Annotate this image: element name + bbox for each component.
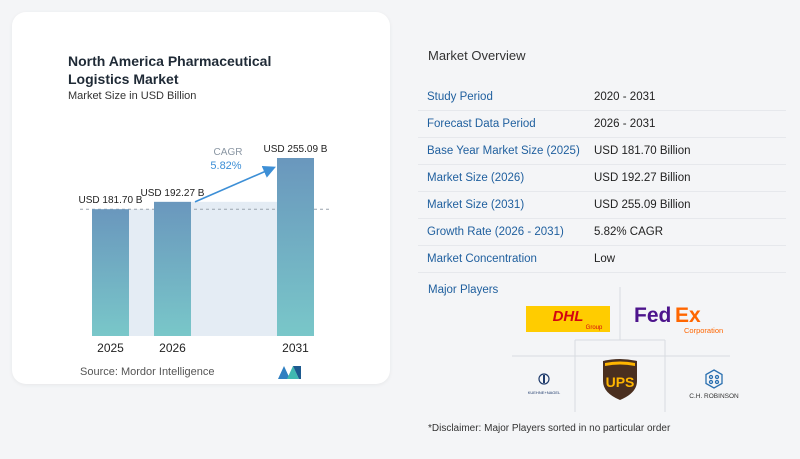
overview-row: Growth Rate (2026 - 2031) 5.82% CAGR xyxy=(418,219,786,246)
bar-value-label: USD 181.70 B xyxy=(79,195,143,206)
bar-chart: USD 181.70 B 2025 USD 192.27 B 2026 USD 255.… xyxy=(79,144,330,355)
overview-row-value: 5.82% CAGR xyxy=(594,226,664,238)
bar-2031 xyxy=(277,158,314,336)
overview-row: Study Period 2020 - 2031 xyxy=(418,84,786,111)
source-label: Source: xyxy=(80,366,118,378)
overview-row-value: USD 192.27 Billion xyxy=(594,172,691,184)
x-tick-label: 2026 xyxy=(159,341,186,355)
overview-row-label: Growth Rate (2026 - 2031) xyxy=(427,226,564,238)
svg-text:C.H. ROBINSON: C.H. ROBINSON xyxy=(689,393,739,400)
overview-row: Base Year Market Size (2025) USD 181.70 B… xyxy=(418,138,786,165)
players-grid-lines xyxy=(512,287,730,412)
overview-row-label: Market Size (2031) xyxy=(427,199,525,211)
overview-row-label: Market Concentration xyxy=(427,253,537,265)
chart-title: North America Pharmaceutical Logistics M… xyxy=(68,53,272,87)
svg-text:Group: Group xyxy=(586,325,603,331)
mordor-intelligence-logo-icon xyxy=(278,366,301,379)
svg-text:Ex: Ex xyxy=(675,304,701,327)
svg-text:Corporation: Corporation xyxy=(684,326,723,335)
fedex-logo: Fed Ex Corporation xyxy=(634,304,723,335)
cagr-arrow xyxy=(194,165,276,203)
overview-row-value: Low xyxy=(594,253,616,265)
bar-value-label: USD 192.27 B xyxy=(141,188,205,199)
dhl-logo: DHL Group xyxy=(526,306,610,332)
svg-text:DHL: DHL xyxy=(553,308,584,325)
svg-text:Fed: Fed xyxy=(634,304,671,327)
bar-value-label: USD 255.09 B xyxy=(264,144,328,155)
overview-row: Market Size (2031) USD 255.09 Billion xyxy=(418,192,786,219)
overview-title: Market Overview xyxy=(428,48,526,63)
svg-text:KUEHNE+NAGEL: KUEHNE+NAGEL xyxy=(528,390,561,395)
kuehne-nagel-logo: KUEHNE+NAGEL xyxy=(528,373,561,395)
cagr-value: 5.82% xyxy=(210,160,241,172)
growth-band xyxy=(191,201,277,336)
disclaimer: *Disclaimer: Major Players sorted in no … xyxy=(428,423,671,434)
overview-row-value: 2026 - 2031 xyxy=(594,118,656,130)
chart-subtitle: Market Size in USD Billion xyxy=(68,90,197,102)
overview-row-value: USD 255.09 Billion xyxy=(594,199,691,211)
overview-row-value: USD 181.70 Billion xyxy=(594,145,691,157)
ch-robinson-logo: C.H. ROBINSON xyxy=(689,369,739,400)
source-name: Mordor Intelligence xyxy=(120,366,215,378)
bar-2026 xyxy=(154,201,191,336)
svg-text:UPS: UPS xyxy=(606,374,635,390)
x-tick-label: 2025 xyxy=(97,341,124,355)
overview-row: Forecast Data Period 2026 - 2031 xyxy=(418,111,786,138)
overview-row-label: Forecast Data Period xyxy=(427,118,536,130)
ups-logo: UPS xyxy=(603,359,637,400)
overview-row-label: Market Size (2026) xyxy=(427,172,525,184)
market-overview-panel: Market Overview Study Period 2020 - 2031 F… xyxy=(418,0,800,459)
bar-2025 xyxy=(92,209,129,336)
overview-row: Market Size (2026) USD 192.27 Billion xyxy=(418,165,786,192)
overview-row-value: 2020 - 2031 xyxy=(594,91,656,103)
overview-row-label: Base Year Market Size (2025) xyxy=(427,145,580,157)
cagr-label: CAGR xyxy=(214,147,243,158)
x-tick-label: 2031 xyxy=(282,341,309,355)
growth-band xyxy=(129,209,154,336)
overview-row: Market Concentration Low xyxy=(418,246,786,273)
source-note: Source: Mordor Intelligence xyxy=(80,366,215,378)
major-players-title: Major Players xyxy=(428,284,499,296)
overview-row-label: Study Period xyxy=(427,91,493,103)
